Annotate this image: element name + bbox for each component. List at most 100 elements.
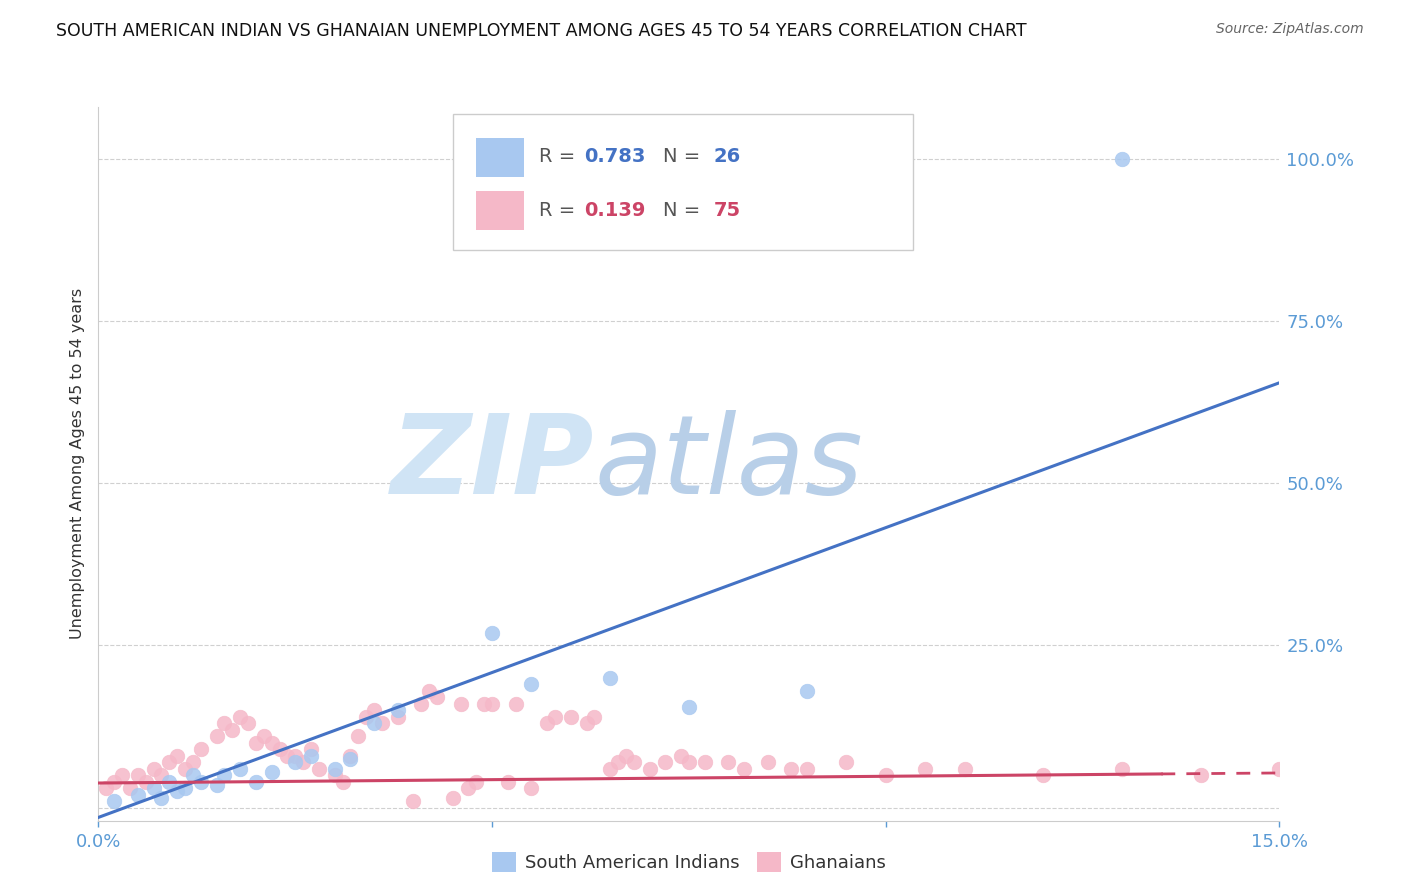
Point: [181, 756, 204, 770]
Point: [363, 716, 385, 731]
Text: atlas: atlas: [595, 410, 863, 517]
FancyBboxPatch shape: [453, 114, 914, 250]
Point: [245, 736, 267, 750]
Point: [323, 762, 346, 776]
Point: [1268, 762, 1291, 776]
Point: [472, 697, 495, 711]
Point: [1111, 762, 1133, 776]
Point: [599, 762, 621, 776]
Point: [308, 762, 330, 776]
Point: [363, 703, 385, 717]
Point: [693, 756, 716, 770]
Text: 26: 26: [714, 147, 741, 167]
Text: N =: N =: [664, 201, 706, 220]
Point: [339, 752, 361, 766]
Point: [111, 768, 134, 782]
Point: [418, 684, 440, 698]
Text: R =: R =: [538, 147, 582, 167]
Point: [276, 748, 298, 763]
Point: [221, 723, 243, 737]
Point: [780, 762, 803, 776]
Point: [875, 768, 897, 782]
Point: [236, 716, 259, 731]
Point: [142, 781, 165, 796]
Point: [181, 768, 204, 782]
Point: [796, 684, 818, 698]
Point: [142, 762, 165, 776]
Point: [496, 774, 519, 789]
Y-axis label: Unemployment Among Ages 45 to 54 years: Unemployment Among Ages 45 to 54 years: [70, 288, 86, 640]
Point: [623, 756, 645, 770]
Point: [654, 756, 676, 770]
Point: [127, 768, 149, 782]
Point: [354, 710, 377, 724]
Point: [260, 736, 283, 750]
Point: [505, 697, 527, 711]
Point: [678, 756, 700, 770]
Point: [118, 781, 141, 796]
Point: [166, 784, 188, 798]
Point: [733, 762, 755, 776]
Point: [465, 774, 488, 789]
Point: [678, 700, 700, 714]
Point: [717, 756, 740, 770]
Point: [371, 716, 394, 731]
Point: [284, 756, 307, 770]
Point: [796, 762, 818, 776]
Point: [575, 716, 598, 731]
Point: [332, 774, 354, 789]
Point: [426, 690, 449, 705]
Point: [1189, 768, 1212, 782]
Point: [560, 710, 582, 724]
Point: [638, 762, 661, 776]
Point: [1111, 152, 1133, 166]
Point: [214, 716, 236, 731]
Point: [669, 748, 692, 763]
Point: [190, 742, 212, 756]
Point: [135, 774, 157, 789]
Point: [292, 756, 315, 770]
Point: [103, 794, 125, 808]
Point: [253, 729, 276, 743]
Point: [229, 762, 252, 776]
Point: [953, 762, 976, 776]
Point: [583, 710, 606, 724]
Point: [402, 794, 425, 808]
Point: [174, 781, 197, 796]
Text: 75: 75: [714, 201, 741, 220]
Point: [450, 697, 472, 711]
Point: [269, 742, 291, 756]
Point: [127, 788, 149, 802]
Point: [481, 697, 503, 711]
Point: [387, 703, 409, 717]
Point: [229, 710, 252, 724]
Point: [339, 748, 361, 763]
Point: [411, 697, 433, 711]
Text: ZIP: ZIP: [391, 410, 595, 517]
Point: [835, 756, 858, 770]
Point: [96, 781, 118, 796]
Bar: [477, 137, 523, 177]
Point: [157, 774, 180, 789]
Point: [520, 781, 543, 796]
Point: [157, 756, 180, 770]
Point: [174, 762, 197, 776]
Bar: [477, 191, 523, 230]
Point: [150, 768, 173, 782]
Text: Source: ZipAtlas.com: Source: ZipAtlas.com: [1216, 22, 1364, 37]
Point: [914, 762, 936, 776]
Point: [260, 764, 283, 779]
Point: [150, 791, 173, 805]
Point: [614, 748, 637, 763]
Point: [599, 671, 621, 685]
Point: [205, 778, 228, 792]
Point: [756, 756, 779, 770]
Text: R =: R =: [538, 201, 582, 220]
Point: [520, 677, 543, 691]
Point: [299, 748, 322, 763]
Point: [536, 716, 558, 731]
Point: [457, 781, 479, 796]
Point: [166, 748, 188, 763]
Point: [190, 774, 212, 789]
Point: [205, 729, 228, 743]
